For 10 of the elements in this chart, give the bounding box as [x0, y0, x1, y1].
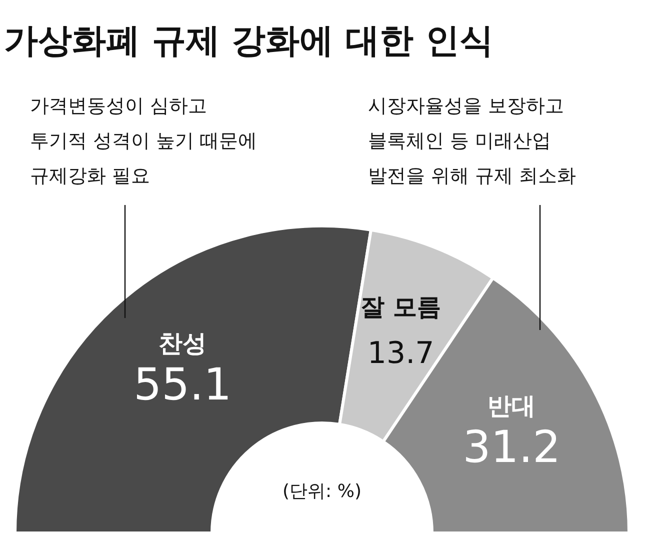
text: 시장자율성을 보장하고 블록체인 등 미래산업 발전을 위해 규제 최소화: [368, 95, 576, 187]
data-label: 13.7: [367, 336, 434, 371]
text: (단위: %): [282, 481, 362, 502]
slice-label: 잘 모름: [360, 292, 442, 321]
slice-label: 반대: [488, 392, 536, 420]
slice-label: 찬성: [158, 329, 207, 358]
text: 가격변동성이 심하고 투기적 성격이 높기 때문에 규제강화 필요: [30, 95, 258, 187]
data-label: 31.2: [462, 422, 561, 473]
chart-title: 가상화폐 규제 강화에 대한 인식: [4, 21, 494, 61]
data-label: 55.1: [134, 359, 232, 410]
